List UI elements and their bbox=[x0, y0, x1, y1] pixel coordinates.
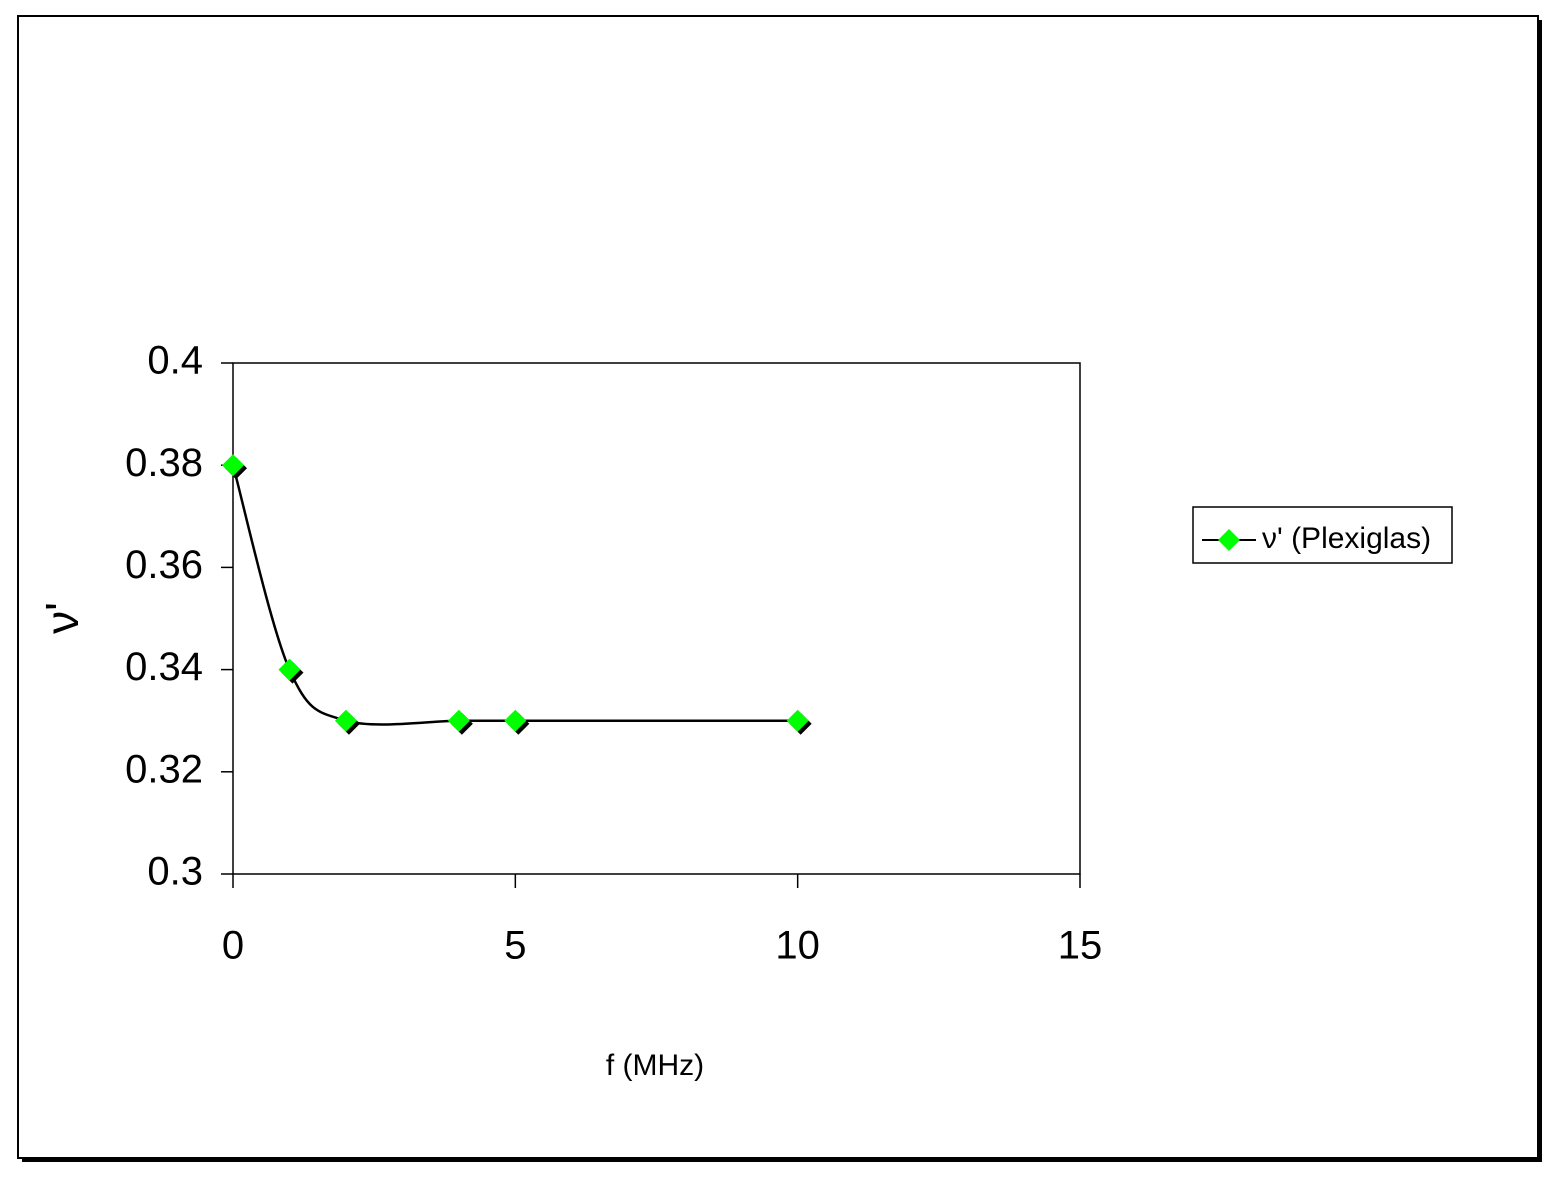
legend-label: ν' (Plexiglas) bbox=[1262, 522, 1431, 555]
x-axis-title: f (MHz) bbox=[606, 1049, 704, 1082]
legend bbox=[1192, 506, 1453, 564]
y-tick-label: 0.3 bbox=[147, 850, 203, 894]
marker bbox=[278, 658, 301, 681]
frame bbox=[17, 15, 1539, 1159]
y-tick-label: 0.38 bbox=[125, 441, 203, 485]
x-tick-label: 0 bbox=[222, 924, 244, 968]
y-tick-label: 0.32 bbox=[125, 747, 203, 791]
y-tick-label: 0.4 bbox=[147, 339, 203, 383]
marker bbox=[334, 709, 357, 732]
series-line bbox=[231, 464, 798, 726]
y-tick-label: 0.34 bbox=[125, 645, 203, 689]
plot-area bbox=[232, 362, 1081, 875]
marker bbox=[222, 454, 244, 477]
legend-key-marker bbox=[1218, 529, 1240, 551]
y-axis-title: ν' bbox=[36, 602, 88, 634]
x-tick-label: 15 bbox=[1058, 924, 1103, 968]
marker bbox=[786, 709, 809, 732]
x-tick-label: 10 bbox=[775, 924, 820, 968]
y-tick-label: 0.36 bbox=[125, 543, 203, 587]
x-tick-label: 5 bbox=[504, 924, 526, 968]
marker bbox=[504, 709, 527, 732]
marker bbox=[447, 709, 470, 732]
